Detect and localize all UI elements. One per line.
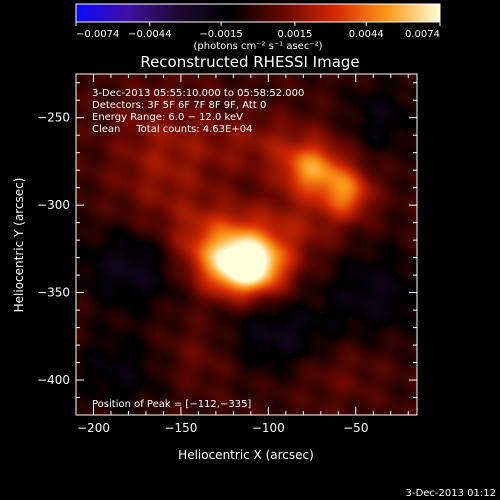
footer-timestamp: 3-Dec-2013 01:12 bbox=[406, 488, 496, 499]
y-tick-label: −400 bbox=[37, 373, 70, 387]
colorbar-tick-label: −0.0015 bbox=[199, 29, 242, 40]
x-tick-label: −150 bbox=[164, 421, 197, 435]
colorbar-ticks: −0.0074 −0.0044 −0.0015 0.0015 0.0044 0.0074 bbox=[75, 22, 441, 40]
y-axis-label: Heliocentric Y (arcsec) bbox=[12, 178, 26, 313]
colorbar-tick-label: 0.0074 bbox=[405, 29, 440, 40]
colorbar-tick-label: −0.0044 bbox=[128, 29, 171, 40]
x-tick-label: −50 bbox=[343, 421, 368, 435]
colorbar-tick-label: 0.0044 bbox=[349, 29, 384, 40]
x-tick-label: −100 bbox=[252, 421, 285, 435]
heatmap-image bbox=[76, 74, 417, 415]
peak-position-label: Position of Peak = [−112,−335] bbox=[92, 399, 251, 410]
detectors-label: Detectors: 3F 5F 6F 7F 8F 9F, Att 0 bbox=[92, 100, 266, 111]
axes: −200 −150 −100 −50 −250 −300 −350 −400 bbox=[37, 74, 417, 435]
y-tick-label: −250 bbox=[37, 111, 70, 125]
time-range-label: 3-Dec-2013 05:55:10.000 to 05:58:52.000 bbox=[92, 88, 304, 99]
colorbar-tick-label: 0.0015 bbox=[277, 29, 312, 40]
clean-counts-label: Clean Total counts: 4.63E+04 bbox=[92, 124, 252, 135]
y-tick-label: −350 bbox=[37, 286, 70, 300]
chart-title: Reconstructed RHESSI Image bbox=[140, 53, 359, 71]
colorbar bbox=[75, 3, 441, 23]
colorbar-unit-label: (photons cm⁻² s⁻¹ asec⁻²) bbox=[193, 41, 322, 52]
x-tick-label: −200 bbox=[77, 421, 110, 435]
energy-range-label: Energy Range: 6.0 − 12.0 keV bbox=[92, 112, 243, 123]
y-tick-label: −300 bbox=[37, 198, 70, 212]
colorbar-tick-label: −0.0074 bbox=[76, 29, 119, 40]
plot-frame bbox=[75, 73, 418, 416]
x-axis-label: Heliocentric X (arcsec) bbox=[178, 448, 314, 462]
